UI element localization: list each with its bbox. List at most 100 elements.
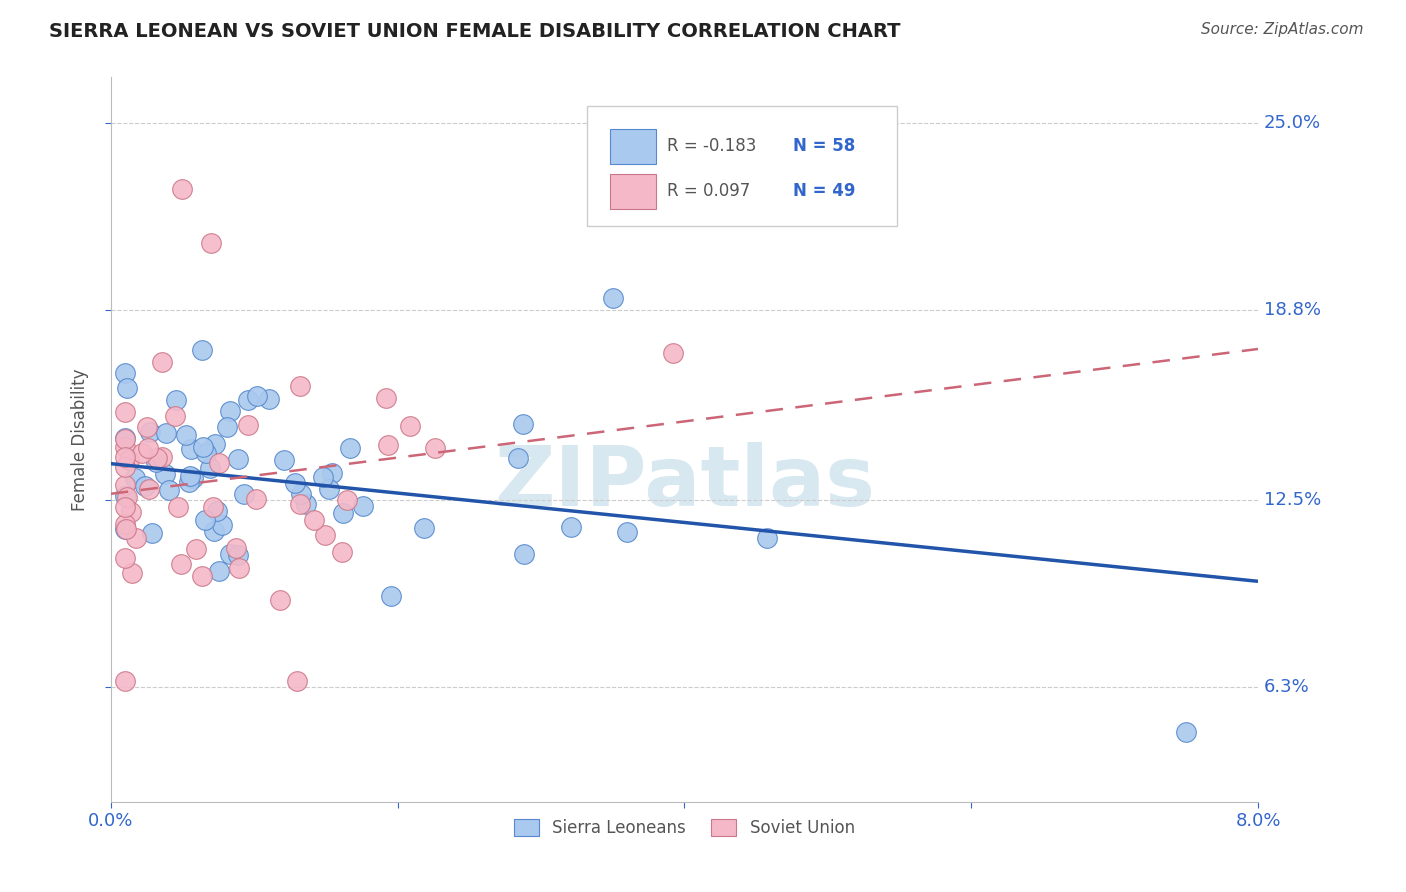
- Point: [202, 524, 225, 539]
- Text: 12.5%: 12.5%: [1264, 491, 1322, 508]
- Text: 18.8%: 18.8%: [1264, 301, 1320, 318]
- Point: [246, 388, 269, 402]
- Point: [118, 453, 141, 467]
- Point: [662, 346, 685, 360]
- Text: SIERRA LEONEAN VS SOVIET UNION FEMALE DISABILITY CORRELATION CHART: SIERRA LEONEAN VS SOVIET UNION FEMALE DI…: [49, 22, 901, 41]
- Point: [513, 548, 536, 562]
- Point: [166, 500, 188, 514]
- Point: [321, 466, 343, 480]
- Point: [332, 506, 354, 520]
- Point: [226, 548, 249, 562]
- Point: [134, 479, 156, 493]
- Point: [380, 589, 402, 603]
- Point: [139, 425, 162, 439]
- Point: [146, 450, 169, 465]
- Point: [114, 522, 136, 536]
- Point: [145, 455, 167, 469]
- Point: [194, 513, 217, 527]
- Point: [181, 470, 204, 484]
- Point: [195, 446, 218, 460]
- Point: [219, 547, 242, 561]
- Point: [136, 420, 159, 434]
- Point: [138, 482, 160, 496]
- Text: N = 58: N = 58: [793, 137, 856, 155]
- FancyBboxPatch shape: [610, 129, 655, 164]
- Point: [273, 453, 295, 467]
- Point: [318, 482, 340, 496]
- Point: [377, 438, 399, 452]
- Point: [236, 417, 259, 432]
- Point: [120, 505, 142, 519]
- Point: [202, 500, 225, 515]
- Point: [114, 516, 136, 531]
- Point: [602, 291, 624, 305]
- Point: [205, 504, 228, 518]
- Point: [211, 518, 233, 533]
- Point: [114, 489, 136, 503]
- Point: [236, 392, 259, 407]
- Point: [304, 513, 326, 527]
- Point: [114, 550, 136, 565]
- Point: [215, 420, 238, 434]
- Point: [114, 366, 136, 380]
- Point: [336, 493, 359, 508]
- FancyBboxPatch shape: [586, 106, 897, 226]
- Point: [179, 469, 201, 483]
- Point: [399, 418, 422, 433]
- Point: [117, 381, 139, 395]
- Point: [423, 441, 446, 455]
- Point: [114, 459, 136, 474]
- Legend: Sierra Leoneans, Soviet Union: Sierra Leoneans, Soviet Union: [508, 813, 862, 844]
- Point: [114, 522, 136, 536]
- Point: [232, 487, 254, 501]
- Point: [226, 451, 249, 466]
- Point: [117, 490, 139, 504]
- Point: [114, 500, 136, 515]
- Point: [121, 566, 143, 581]
- Text: R = 0.097: R = 0.097: [668, 182, 751, 200]
- Point: [245, 492, 267, 507]
- Point: [288, 379, 311, 393]
- Point: [314, 528, 336, 542]
- Point: [170, 558, 193, 572]
- Point: [114, 432, 136, 446]
- Point: [150, 450, 173, 464]
- Point: [198, 461, 221, 475]
- Point: [191, 440, 214, 454]
- Point: [269, 592, 291, 607]
- Point: [312, 470, 335, 484]
- Point: [257, 392, 280, 406]
- Point: [172, 182, 194, 196]
- Point: [114, 405, 136, 419]
- Point: [560, 520, 582, 534]
- Point: [290, 486, 312, 500]
- Text: R = -0.183: R = -0.183: [668, 137, 756, 155]
- Point: [412, 521, 434, 535]
- Point: [375, 391, 398, 405]
- Point: [174, 427, 197, 442]
- Text: 6.3%: 6.3%: [1264, 678, 1309, 696]
- FancyBboxPatch shape: [610, 174, 655, 209]
- Point: [191, 343, 214, 358]
- Text: ZIPatlas: ZIPatlas: [494, 442, 875, 524]
- Point: [114, 450, 136, 465]
- Point: [155, 425, 177, 440]
- Point: [114, 673, 136, 688]
- Point: [285, 673, 308, 688]
- Point: [180, 442, 202, 457]
- Point: [228, 561, 250, 575]
- Point: [163, 409, 186, 423]
- Point: [165, 392, 187, 407]
- Point: [179, 475, 201, 490]
- Point: [125, 531, 148, 545]
- Text: N = 49: N = 49: [793, 182, 856, 200]
- Point: [150, 355, 173, 369]
- Point: [330, 544, 353, 558]
- Point: [204, 437, 226, 451]
- Point: [208, 456, 231, 470]
- Point: [225, 541, 247, 556]
- Point: [295, 497, 318, 511]
- Y-axis label: Female Disability: Female Disability: [72, 368, 89, 511]
- Point: [512, 417, 534, 432]
- Point: [1175, 725, 1198, 739]
